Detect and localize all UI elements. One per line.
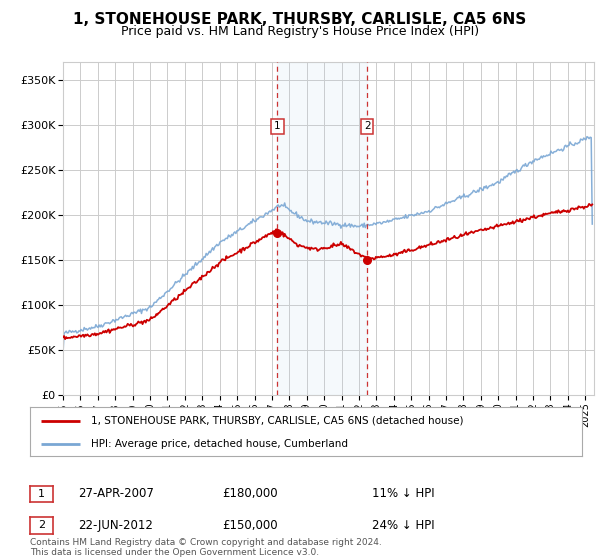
Text: 1, STONEHOUSE PARK, THURSBY, CARLISLE, CA5 6NS (detached house): 1, STONEHOUSE PARK, THURSBY, CARLISLE, C… bbox=[91, 416, 463, 426]
Text: £150,000: £150,000 bbox=[222, 519, 278, 532]
Bar bbox=[277, 62, 367, 395]
Text: 11% ↓ HPI: 11% ↓ HPI bbox=[372, 487, 434, 501]
Text: 1: 1 bbox=[274, 122, 281, 132]
Text: £180,000: £180,000 bbox=[222, 487, 278, 501]
Text: 1, STONEHOUSE PARK, THURSBY, CARLISLE, CA5 6NS: 1, STONEHOUSE PARK, THURSBY, CARLISLE, C… bbox=[73, 12, 527, 27]
Text: 1: 1 bbox=[38, 489, 45, 499]
Text: 27-APR-2007: 27-APR-2007 bbox=[78, 487, 154, 501]
Text: 2: 2 bbox=[364, 122, 370, 132]
Text: Contains HM Land Registry data © Crown copyright and database right 2024.
This d: Contains HM Land Registry data © Crown c… bbox=[30, 538, 382, 557]
Text: Price paid vs. HM Land Registry's House Price Index (HPI): Price paid vs. HM Land Registry's House … bbox=[121, 25, 479, 38]
Text: HPI: Average price, detached house, Cumberland: HPI: Average price, detached house, Cumb… bbox=[91, 439, 348, 449]
Text: 2: 2 bbox=[38, 520, 45, 530]
Text: 24% ↓ HPI: 24% ↓ HPI bbox=[372, 519, 434, 532]
Text: 22-JUN-2012: 22-JUN-2012 bbox=[78, 519, 153, 532]
